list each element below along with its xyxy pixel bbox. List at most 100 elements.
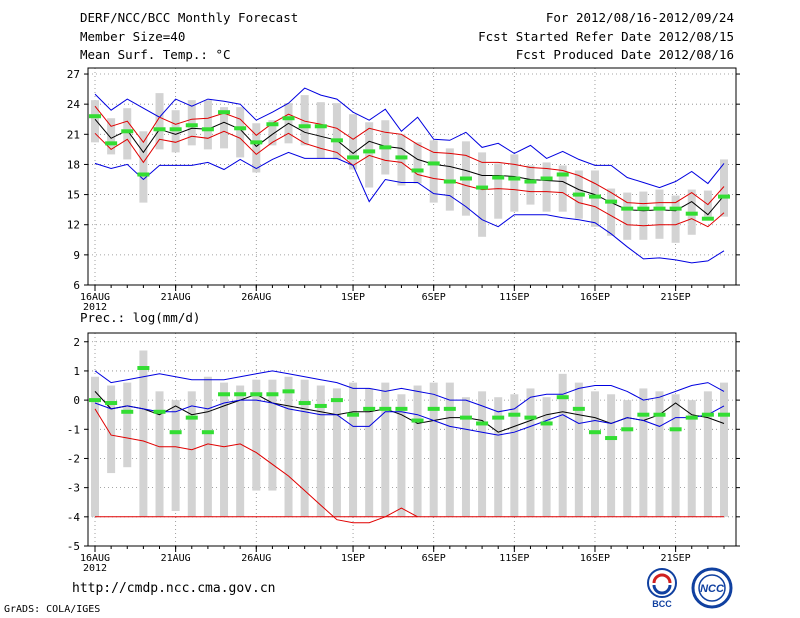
temperature-xtick-label: 21AUG xyxy=(161,292,191,303)
precipitation-spread-box xyxy=(220,382,229,517)
temperature-spread-box xyxy=(107,118,116,155)
valid-period-label: For 2012/08/16-2012/09/24 xyxy=(545,10,734,25)
precipitation-observed-mark xyxy=(266,392,279,397)
temperature-line-mean-plus-sd xyxy=(94,105,725,206)
precipitation-xtick-label: 1SEP xyxy=(341,553,365,564)
precipitation-xtick-label: 21SEP xyxy=(661,553,691,564)
temperature-observed-mark xyxy=(201,127,214,132)
precipitation-spread-box xyxy=(542,397,551,517)
precipitation-observed-mark xyxy=(524,415,537,420)
temperature-spread-box xyxy=(429,140,438,203)
temperature-spread-box xyxy=(671,195,680,243)
precipitation-ytick-label: 1 xyxy=(73,365,80,378)
temperature-observed-mark xyxy=(492,175,505,180)
temperature-spread-box xyxy=(703,190,712,217)
temperature-observed-mark xyxy=(669,206,682,211)
temperature-spread-box xyxy=(558,165,567,212)
precipitation-spread-box xyxy=(316,385,325,517)
temperature-year-label: 2012 xyxy=(83,302,107,313)
temperature-observed-mark xyxy=(411,168,424,173)
temperature-spread-box xyxy=(332,103,341,160)
temperature-xtick-label: 16AUG xyxy=(80,292,110,303)
temperature-observed-mark xyxy=(524,179,537,184)
precipitation-spread-box xyxy=(268,379,277,491)
temperature-observed-mark xyxy=(427,161,440,166)
temperature-observed-mark xyxy=(347,155,360,160)
precipitation-spread-box xyxy=(623,400,632,517)
temperature-observed-mark xyxy=(89,114,101,119)
precipitation-frame xyxy=(87,332,737,547)
precipitation-spread-box xyxy=(510,394,519,517)
temperature-spread-box xyxy=(623,192,632,240)
temperature-observed-mark xyxy=(459,176,472,181)
temperature-xtick-label: 1SEP xyxy=(341,292,365,303)
precipitation-observed-mark xyxy=(314,403,327,408)
precipitation-observed-mark xyxy=(121,409,134,414)
precipitation-xtick-label: 16SEP xyxy=(580,553,610,564)
precipitation-spread-box xyxy=(365,388,374,517)
precipitation-line-min xyxy=(94,399,725,436)
precipitation-observed-mark xyxy=(427,406,440,411)
temperature-observed-mark xyxy=(105,141,118,146)
precipitation-spread-box xyxy=(397,394,406,517)
precipitation-observed-mark xyxy=(330,398,343,403)
precipitation-xtick-label: 26AUG xyxy=(241,553,271,564)
precipitation-spread-box xyxy=(123,382,132,468)
precip-title: Prec.: log(mm/d) xyxy=(80,310,200,325)
temperature-observed-mark xyxy=(701,216,714,221)
precipitation-spread-box xyxy=(91,376,99,517)
temperature-spread-box xyxy=(155,93,164,150)
temperature-ytick-label: 12 xyxy=(67,219,80,232)
temperature-spread-box xyxy=(203,100,212,150)
temperature-spread-box xyxy=(349,114,358,170)
temperature-observed-mark xyxy=(218,110,231,115)
temperature-observed-mark xyxy=(653,206,666,211)
temperature-observed-mark xyxy=(685,211,698,216)
precipitation-spread-box xyxy=(107,385,116,474)
precipitation-year-label: 2012 xyxy=(83,563,107,574)
precipitation-xtick-label: 21AUG xyxy=(161,553,191,564)
precipitation-observed-mark xyxy=(234,392,247,397)
temperature-observed-mark xyxy=(185,123,198,128)
temperature-observed-mark xyxy=(556,172,569,177)
temperature-observed-mark xyxy=(443,179,456,184)
precipitation-xtick-label: 6SEP xyxy=(422,553,446,564)
temperature-spread-box xyxy=(607,188,616,236)
ncc-logo: NCC xyxy=(691,567,733,609)
temperature-ytick-label: 18 xyxy=(67,158,80,171)
precipitation-spread-box xyxy=(461,397,470,517)
temperature-line-max xyxy=(94,87,725,189)
temperature-xtick-label: 11SEP xyxy=(499,292,529,303)
temperature-spread-box xyxy=(494,163,503,219)
source-url[interactable]: http://cmdp.ncc.cma.gov.cn xyxy=(72,581,276,596)
temperature-observed-mark xyxy=(637,206,650,211)
temperature-spread-box xyxy=(139,131,148,203)
precipitation-spread-box xyxy=(252,379,261,491)
temperature-spread-box xyxy=(510,154,519,212)
temperature-line-mean-minus-sd xyxy=(94,130,725,228)
ncc-logo-text: NCC xyxy=(700,583,725,595)
temperature-spread-box xyxy=(413,142,422,184)
temperature-observed-mark xyxy=(605,199,618,204)
precipitation-ytick-label: -1 xyxy=(67,423,80,436)
temperature-ytick-label: 15 xyxy=(67,189,80,202)
precipitation-observed-mark xyxy=(540,421,553,426)
precipitation-observed-mark xyxy=(169,430,182,435)
precipitation-observed-mark xyxy=(185,415,198,420)
temperature-spread-box xyxy=(720,159,728,217)
precipitation-spread-box xyxy=(720,382,728,517)
precipitation-ytick-label: 0 xyxy=(73,394,80,407)
precipitation-observed-mark xyxy=(298,401,311,406)
precipitation-spread-box xyxy=(526,388,535,517)
temperature-spread-box xyxy=(220,107,229,149)
temperature-observed-mark xyxy=(476,185,489,190)
precipitation-observed-mark xyxy=(588,430,601,435)
temperature-spread-box xyxy=(91,100,99,143)
temperature-spread-box xyxy=(397,134,406,186)
precipitation-spread-box xyxy=(429,382,438,517)
temperature-ytick-label: 24 xyxy=(67,98,81,111)
grads-credit: GrADS: COLA/IGES xyxy=(4,604,101,615)
temperature-ytick-label: 21 xyxy=(67,128,80,141)
temperature-spread-box xyxy=(542,162,551,212)
temperature-observed-mark xyxy=(540,176,553,181)
